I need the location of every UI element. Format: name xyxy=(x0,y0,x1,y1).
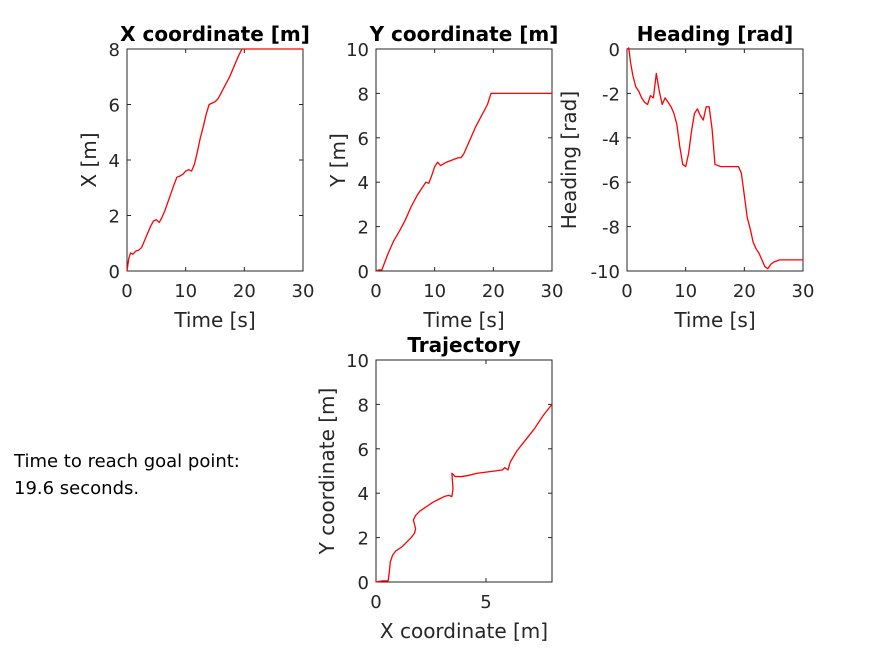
trajectory-ytick-label: 4 xyxy=(358,484,369,505)
y-coordinate-ytick-label: 6 xyxy=(358,129,369,150)
y-coordinate-xtick-label: 30 xyxy=(541,281,564,302)
trajectory-xlabel: X coordinate [m] xyxy=(380,619,548,643)
trajectory-ytick-label: 0 xyxy=(358,573,369,594)
y-coordinate-ytick-label: 2 xyxy=(358,218,369,239)
heading-ytick-label: -8 xyxy=(602,218,620,239)
x-coordinate-xtick-label: 20 xyxy=(233,281,256,302)
heading-chart: 0 10 20 30 -10 -8 -6 -4 -2 0 Heading [rad] Time [s]… xyxy=(557,22,814,332)
trajectory-ytick-label: 10 xyxy=(346,351,369,372)
heading-xlabel: Time [s] xyxy=(673,308,755,332)
trajectory-chart: 0 5 0 2 4 6 8 10 Trajectory X coordinate [m] Y coo… xyxy=(315,333,553,643)
trajectory-xtick-label: 5 xyxy=(480,592,491,613)
y-coordinate-series-line-1 xyxy=(375,92,553,272)
x-coordinate-ytick-label: 0 xyxy=(109,262,120,283)
heading-ylabel: Heading [rad] xyxy=(557,91,581,229)
y-coordinate-ytick-label: 8 xyxy=(358,84,369,105)
x-coordinate-ytick-label: 2 xyxy=(109,207,120,228)
y-coordinate-xtick-label: 0 xyxy=(370,281,381,302)
x-coordinate-chart: 0 10 20 30 0 2 4 6 8X coordinate [m] Time [s] X [m… xyxy=(77,22,314,332)
y-coordinate-xlabel: Time [s] xyxy=(422,308,504,332)
trajectory-ytick-label: 6 xyxy=(358,440,369,461)
x-coordinate-ylabel: X [m] xyxy=(77,132,101,187)
x-coordinate-xtick-label: 10 xyxy=(174,281,197,302)
heading-title: Heading [rad] xyxy=(637,22,793,46)
trajectory-ytick-label: 2 xyxy=(358,529,369,550)
x-coordinate-xtick-label: 30 xyxy=(292,281,315,302)
y-coordinate-axes-frame xyxy=(375,48,553,272)
trajectory-ylabel: Y coordinate [m] xyxy=(315,388,339,556)
trajectory-ytick-label: 8 xyxy=(358,395,369,416)
heading-ytick-label: -10 xyxy=(591,262,620,283)
x-coordinate-series-line-1 xyxy=(126,48,304,272)
heading-ytick-label: -6 xyxy=(602,173,620,194)
heading-series-line-1 xyxy=(626,47,804,270)
goal-time-note-line2: 19.6 seconds. xyxy=(14,478,140,499)
x-coordinate-ytick-label: 6 xyxy=(109,96,120,117)
x-coordinate-ytick-label: 8 xyxy=(109,40,120,61)
heading-xtick-label: 20 xyxy=(733,281,756,302)
heading-xtick-label: 10 xyxy=(674,281,697,302)
trajectory-xtick-label: 0 xyxy=(370,592,381,613)
y-coordinate-ylabel: Y [m] xyxy=(326,133,350,188)
x-coordinate-ytick-label: 4 xyxy=(109,151,120,172)
x-coordinate-xtick-label: 0 xyxy=(121,281,132,302)
y-coordinate-xtick-label: 10 xyxy=(423,281,446,302)
heading-ytick-label: -4 xyxy=(602,129,620,150)
y-coordinate-ytick-label: 0 xyxy=(358,262,369,283)
heading-ytick-label: -2 xyxy=(602,84,620,105)
x-coordinate-axes-frame xyxy=(126,48,304,272)
goal-time-note-line1: Time to reach goal point: xyxy=(14,451,240,472)
x-coordinate-xlabel: Time [s] xyxy=(173,308,255,332)
heading-xtick-label: 30 xyxy=(792,281,815,302)
trajectory-series-line-1 xyxy=(375,403,553,583)
y-coordinate-xtick-label: 20 xyxy=(482,281,505,302)
y-coordinate-title: Y coordinate [m] xyxy=(369,22,559,46)
y-coordinate-ytick-label: 4 xyxy=(358,173,369,194)
trajectory-title: Trajectory xyxy=(407,333,520,357)
trajectory-axes-frame xyxy=(375,359,553,583)
heading-xtick-label: 0 xyxy=(621,281,632,302)
x-coordinate-title: X coordinate [m] xyxy=(120,22,310,46)
heading-ytick-label: 0 xyxy=(609,40,620,61)
goal-time-note: Time to reach goal point: 19.6 seconds. xyxy=(14,448,240,502)
y-coordinate-ytick-label: 10 xyxy=(346,40,369,61)
